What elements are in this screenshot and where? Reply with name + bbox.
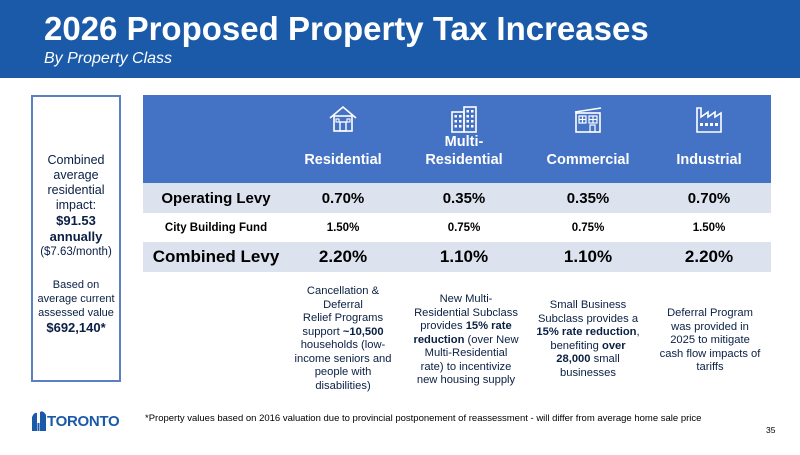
table-cell: 2.20% xyxy=(318,247,368,266)
note-text: income seniors and xyxy=(294,352,392,365)
impact-monthly: ($7.63/month) xyxy=(40,246,112,258)
table-cell: 0.75% xyxy=(571,221,605,234)
column-header-commercial: Commercial xyxy=(535,95,641,183)
impact-line: average xyxy=(53,168,99,182)
note-emphasis: 15% rate reduction xyxy=(536,326,637,338)
factory-icon xyxy=(696,107,722,133)
column-label: Residential xyxy=(304,152,382,168)
note-text: was provided in xyxy=(671,320,749,333)
column-label: Commercial xyxy=(546,152,630,168)
table-cell: 2.20% xyxy=(684,247,734,266)
note-text: people with xyxy=(314,366,372,378)
logo-wordmark: TORONTO xyxy=(47,412,120,430)
note-text: Cancellation & xyxy=(306,285,380,297)
note-text: provides xyxy=(420,320,466,332)
note-text: rate) to incentivize xyxy=(420,360,512,373)
note-text: 2025 to mitigate xyxy=(670,334,750,346)
footnote: *Property values based on 2016 valuation… xyxy=(145,413,702,424)
table-cell: 0.70% xyxy=(321,189,365,207)
note-emphasis: 28,000 xyxy=(556,353,591,365)
note-text: new housing supply xyxy=(416,374,516,386)
table-cell: 0.35% xyxy=(566,189,610,207)
basis-line: assessed value xyxy=(38,307,114,319)
note-emphasis: 15% rate xyxy=(465,320,512,332)
note-text: Deferral xyxy=(323,298,363,311)
impact-line: Combined xyxy=(47,153,105,167)
page-number: 35 xyxy=(766,425,776,435)
note-text: households (low- xyxy=(300,339,386,351)
impact-period: annually xyxy=(49,229,103,244)
note-text: Subclass provides a xyxy=(537,312,639,325)
note-text: disabilities) xyxy=(315,379,371,392)
table-cell: 1.10% xyxy=(563,247,613,266)
note-text: support xyxy=(302,325,343,338)
city-hall-icon xyxy=(32,411,46,431)
column-header-multi-residential: Multi- Residential xyxy=(409,95,519,183)
note-text: benefiting xyxy=(550,339,602,352)
note-emphasis: over xyxy=(602,339,626,352)
toronto-logo: TORONTO xyxy=(31,410,120,432)
note-text: Relief Programs xyxy=(302,312,384,324)
impact-box: Combined average residential impact: $91… xyxy=(31,95,121,382)
column-label: Multi- Residential xyxy=(425,134,503,168)
note-text: New Multi- xyxy=(439,293,493,305)
basis-line: Based on xyxy=(52,279,100,291)
column-header-industrial: Industrial xyxy=(655,95,763,183)
row-label: City Building Fund xyxy=(164,221,268,234)
commercial-building-icon xyxy=(574,107,602,133)
column-label: Industrial xyxy=(676,152,742,168)
table-header: Residential Multi- Residential xyxy=(143,95,771,183)
note-text: Deferral Program xyxy=(667,307,753,319)
house-icon xyxy=(329,105,357,132)
table-cell: 1.10% xyxy=(439,247,489,266)
page-subtitle: By Property Class xyxy=(44,50,173,67)
table-cell: 1.50% xyxy=(326,221,360,234)
commercial-note: Small Business Subclass provides a 15% r… xyxy=(530,299,646,380)
table-cell: 0.35% xyxy=(442,189,486,207)
note-text: Multi-Residential xyxy=(424,347,508,359)
residential-note: Cancellation & Deferral Relief Programs … xyxy=(289,285,397,393)
multi-residential-note: New Multi- Residential Subclass provides… xyxy=(410,293,522,388)
table-row-operating-levy: Operating Levy 0.70% 0.35% 0.35% 0.70% xyxy=(143,183,771,213)
impact-amount: $91.53 xyxy=(56,213,96,228)
impact-line: residential xyxy=(47,183,105,197)
note-emphasis: ~10,500 xyxy=(342,325,384,338)
title-bar: 2026 Proposed Property Tax Increases By … xyxy=(0,0,800,78)
note-emphasis: reduction xyxy=(413,333,465,346)
row-label: Combined Levy xyxy=(152,247,280,266)
table-row-city-building-fund: City Building Fund 1.50% 0.75% 0.75% 1.5… xyxy=(143,213,771,242)
note-text: Small Business xyxy=(549,299,627,311)
note-text: (over New xyxy=(464,333,519,346)
table-cell: 0.70% xyxy=(687,189,731,207)
table-cell: 1.50% xyxy=(692,221,726,234)
table-row-combined-levy: Combined Levy 2.20% 1.10% 1.10% 2.20% xyxy=(143,242,771,272)
column-header-residential: Residential xyxy=(289,95,397,183)
levy-table: Residential Multi- Residential xyxy=(143,95,771,272)
row-label: Operating Levy xyxy=(161,189,271,207)
assessed-value: $692,140* xyxy=(46,320,106,335)
page-title: 2026 Proposed Property Tax Increases xyxy=(44,10,649,47)
note-text: Residential Subclass xyxy=(414,306,518,319)
note-text: tariffs xyxy=(696,361,724,373)
note-text: , xyxy=(636,326,640,338)
note-text: businesses xyxy=(560,366,616,379)
note-text: small xyxy=(590,353,620,365)
apartment-building-icon xyxy=(451,106,477,133)
impact-line: impact: xyxy=(55,198,97,212)
table-cell: 0.75% xyxy=(447,221,481,234)
note-text: cash flow impacts of xyxy=(659,347,761,360)
industrial-note: Deferral Program was provided in 2025 to… xyxy=(654,307,766,375)
basis-line: average current xyxy=(37,293,115,305)
